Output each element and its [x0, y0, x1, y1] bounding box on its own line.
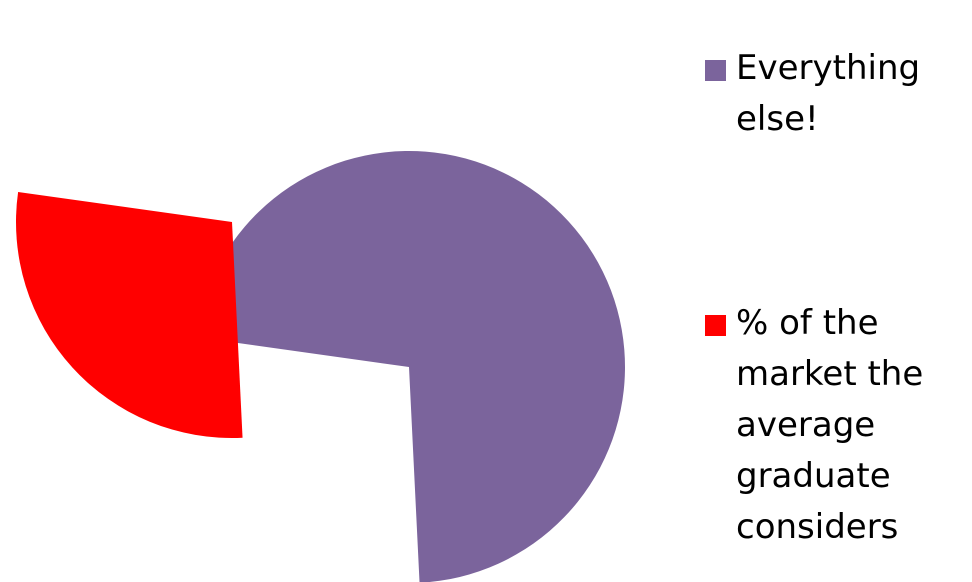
- legend-label-everything-else: Everything else!: [736, 48, 921, 139]
- legend-swatch-market-share: [705, 315, 726, 336]
- legend-swatch-everything-else: [705, 60, 726, 81]
- pie-slice-everything-else: [195, 151, 625, 582]
- legend-label-market-share: % of the market the average graduate con…: [736, 303, 924, 547]
- pie-slice-market-share: [15, 191, 243, 438]
